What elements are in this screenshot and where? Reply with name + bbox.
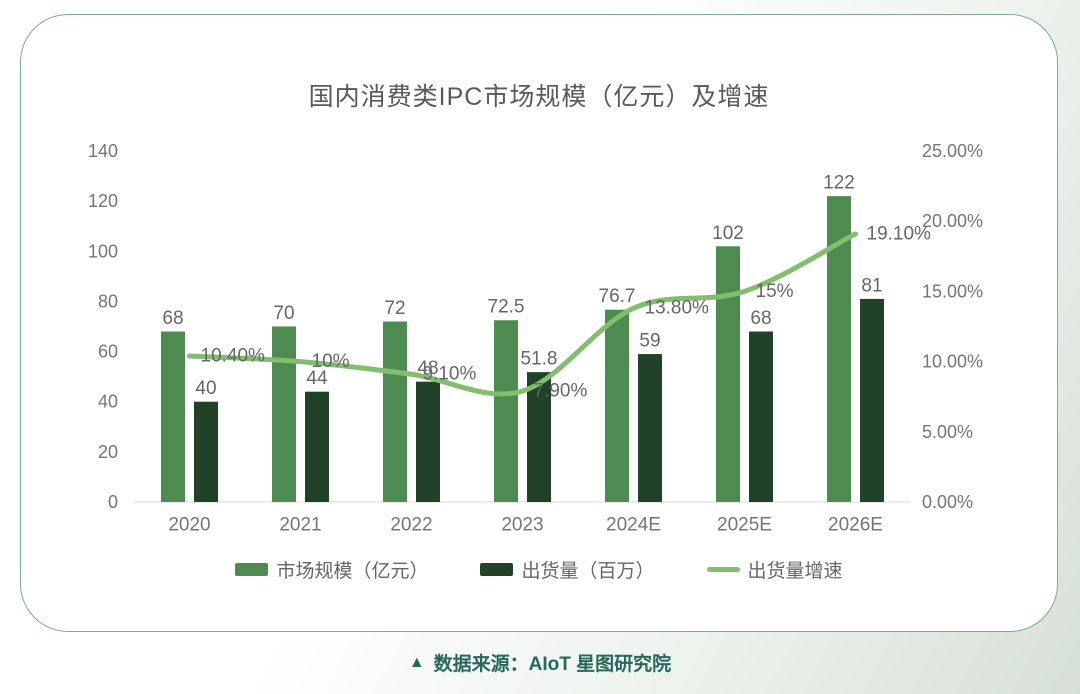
line-value-label: 7.90% — [534, 381, 588, 402]
bar-value-label-shipment: 68 — [750, 308, 771, 329]
bar-market-2024E — [605, 309, 629, 502]
right-axis-tick: 5.00% — [922, 422, 973, 442]
left-axis-tick: 20 — [98, 442, 118, 462]
legend-label: 市场规模（亿元） — [276, 561, 429, 582]
bar-value-label-market: 72.5 — [488, 297, 525, 318]
legend-item-1: 出货量（百万） — [480, 556, 655, 583]
line-value-label: 13.80% — [645, 298, 710, 319]
legend-item-0: 市场规模（亿元） — [235, 556, 428, 583]
x-axis-label: 2020 — [168, 515, 210, 536]
x-axis-label: 2022 — [390, 515, 432, 536]
chart-canvas: 0 20 40 60 80 100 120 140 0.00% 5.00% 10.00% 15.00%… — [88, 141, 983, 536]
bar-shipment-2026E — [860, 298, 884, 502]
bar-shipment-2021 — [305, 391, 329, 502]
legend-label: 出货量（百万） — [521, 561, 655, 582]
bar-shipment-2022 — [416, 381, 440, 502]
line-value-label: 10% — [312, 351, 350, 372]
right-axis-tick: 10.00% — [922, 352, 983, 372]
right-axis-tick: 15.00% — [922, 281, 983, 301]
x-axis-label: 2026E — [828, 515, 883, 536]
bar-shipment-2023 — [527, 372, 551, 502]
data-source-note: ▲ 数据来源：AIoT 星图研究院 — [0, 649, 1080, 676]
bar-value-label-market: 122 — [823, 173, 855, 194]
legend-item-2: 出货量增速 — [706, 556, 843, 583]
left-axis-tick: 0 — [108, 492, 118, 512]
bar-market-2025E — [716, 246, 740, 502]
bar-market-2020 — [161, 331, 185, 502]
bar-market-2023 — [494, 320, 518, 502]
bar-market-2021 — [272, 326, 296, 502]
line-value-label: 19.10% — [867, 223, 932, 244]
chart-title: 国内消费类IPC市场规模（亿元）及增速 — [308, 83, 770, 111]
x-axis-label: 2023 — [501, 515, 543, 536]
line-value-label: 10.40% — [201, 345, 266, 366]
x-axis-label: 2025E — [717, 515, 772, 536]
x-axis-label: 2024E — [606, 515, 661, 536]
bar-value-label-shipment: 81 — [861, 275, 882, 296]
bar-shipment-2025E — [749, 331, 773, 502]
legend-label: 出货量增速 — [747, 561, 843, 582]
bar-value-label-market: 68 — [162, 308, 183, 329]
chart-card: 国内消费类IPC市场规模（亿元）及增速 0 20 40 60 80 100 120 140 0.… — [20, 14, 1058, 632]
legend-swatch-bar-icon — [480, 563, 514, 576]
x-axis-label: 2021 — [279, 515, 321, 536]
bar-shipment-2024E — [638, 354, 662, 502]
bar-value-label-shipment: 51.8 — [521, 349, 558, 370]
bar-market-2022 — [383, 321, 407, 502]
left-axis-tick: 140 — [88, 141, 118, 161]
data-source-text: 数据来源：AIoT 星图研究院 — [433, 654, 672, 675]
triangle-icon: ▲ — [408, 654, 425, 671]
legend-swatch-line-icon — [706, 567, 740, 572]
bar-value-label-market: 72 — [384, 298, 405, 319]
growth-line — [187, 231, 858, 397]
bar-value-label-shipment: 59 — [639, 331, 660, 352]
legend-swatch-bar-icon — [235, 563, 269, 576]
bar-value-label-shipment: 44 — [306, 368, 328, 389]
bar-value-label-market: 102 — [712, 223, 744, 244]
bar-value-label-market: 70 — [273, 303, 294, 324]
bar-value-label-shipment: 40 — [195, 378, 216, 399]
right-axis-tick: 25.00% — [922, 141, 983, 161]
right-axis-tick: 20.00% — [922, 211, 983, 231]
chart-legend: 市场规模（亿元） 出货量（百万） 出货量增速 — [21, 556, 1057, 583]
left-axis-tick: 60 — [98, 342, 118, 362]
right-axis-tick: 0.00% — [922, 492, 973, 512]
left-axis-tick: 120 — [88, 191, 118, 211]
line-value-label: 9.10% — [423, 364, 477, 385]
bar-value-label-market: 76.7 — [599, 286, 636, 307]
left-axis-tick: 40 — [98, 392, 118, 412]
left-axis-tick: 80 — [98, 291, 118, 311]
line-value-label: 15% — [756, 281, 794, 302]
bar-shipment-2020 — [194, 401, 218, 502]
left-axis-tick: 100 — [88, 241, 118, 261]
